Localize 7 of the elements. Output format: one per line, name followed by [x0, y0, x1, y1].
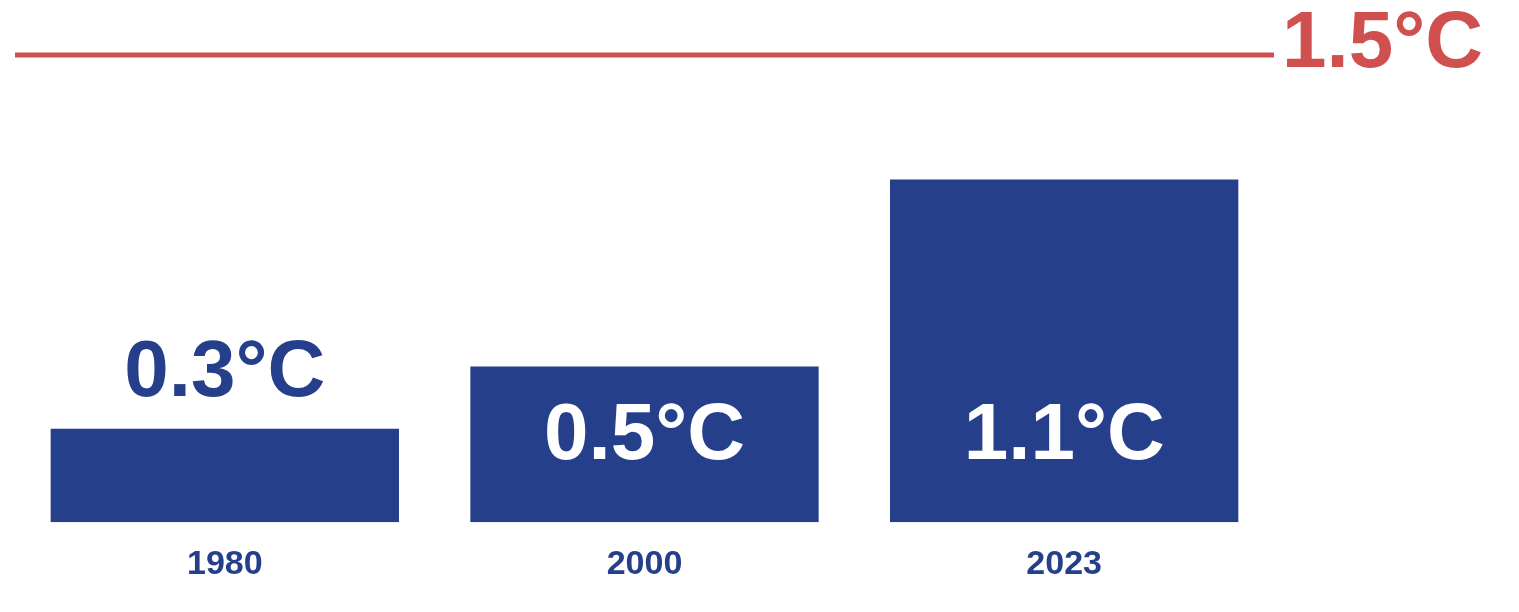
data-label: 0.3°C — [124, 323, 326, 413]
x-tick-label: 2000 — [606, 542, 683, 581]
x-tick-label: 1980 — [187, 542, 263, 581]
data-label: 1.1°C — [963, 387, 1165, 477]
data-label: 0.5°C — [544, 387, 745, 477]
ref-line-label: 1.5°C — [1282, 0, 1483, 85]
x-tick-label: 2023 — [1026, 542, 1102, 581]
